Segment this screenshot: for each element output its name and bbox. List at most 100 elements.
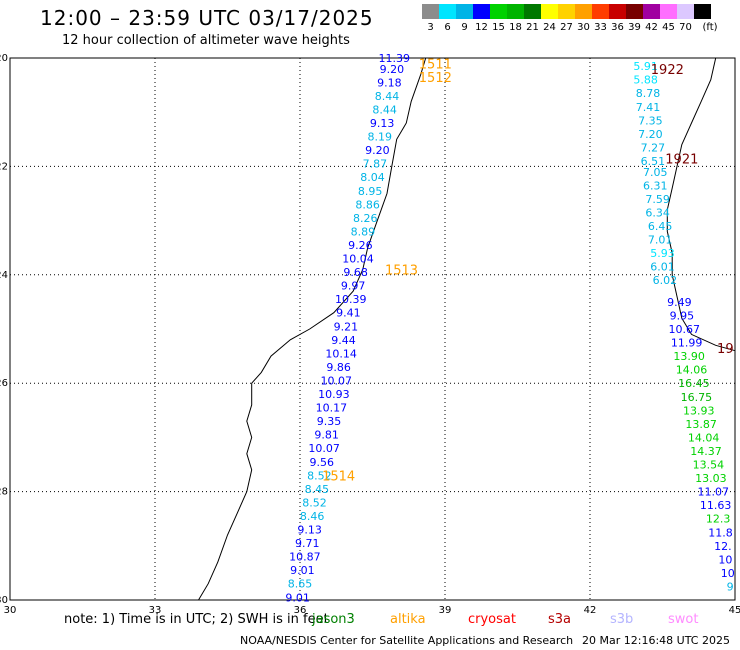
chart-subtitle: 12 hour collection of altimeter wave hei… bbox=[62, 33, 350, 48]
footer-note: note: 1) Time is in UTC; 2) SWH is in fe… bbox=[64, 612, 329, 627]
wave-height-label: 11.07 bbox=[698, 486, 730, 499]
scale-label: 21 bbox=[526, 22, 539, 33]
wave-height-label: 9.86 bbox=[326, 361, 351, 374]
x-tick-label: 42 bbox=[584, 605, 597, 616]
wave-height-label: 13.03 bbox=[695, 472, 727, 485]
wave-height-label: 14.06 bbox=[676, 364, 708, 377]
coastline-mozambique bbox=[198, 57, 427, 601]
wave-height-label: 10.17 bbox=[316, 402, 348, 415]
scale-label: 45 bbox=[662, 22, 675, 33]
wave-height-label: 9.13 bbox=[297, 524, 322, 537]
scale-label: 70 bbox=[679, 22, 692, 33]
scale-swatch bbox=[541, 4, 558, 19]
wave-height-label: 9.26 bbox=[348, 239, 373, 252]
scale-label: 24 bbox=[543, 22, 556, 33]
satellite-legend-s3a: s3a bbox=[548, 612, 572, 627]
y-tick-label: -20 bbox=[0, 53, 8, 64]
wave-height-label: 7.35 bbox=[638, 114, 663, 127]
wave-height-label: 8.89 bbox=[351, 225, 376, 238]
scale-swatch bbox=[422, 4, 439, 19]
wave-height-label: 13.54 bbox=[693, 459, 725, 472]
wave-height-label: 9.35 bbox=[317, 415, 342, 428]
scale-swatch bbox=[439, 4, 456, 19]
wave-height-label: 8.86 bbox=[355, 198, 380, 211]
wave-height-label: 10.39 bbox=[335, 293, 367, 306]
track-label: 1513 bbox=[385, 263, 418, 278]
wave-height-label: 5.93 bbox=[650, 247, 675, 260]
scale-label: 15 bbox=[492, 22, 505, 33]
wave-height-label: 9.20 bbox=[365, 144, 390, 157]
wave-height-label: 13.90 bbox=[673, 350, 705, 363]
wave-height-label: 12.3 bbox=[706, 513, 731, 526]
scale-label: 9 bbox=[461, 22, 468, 33]
wave-height-label: 9.18 bbox=[377, 76, 402, 89]
scale-label: 12 bbox=[475, 22, 488, 33]
wave-height-label: 10.87 bbox=[289, 551, 321, 564]
wave-height-label: 7.59 bbox=[645, 193, 670, 206]
wave-height-label: 9.56 bbox=[310, 456, 335, 469]
scale-swatch bbox=[694, 4, 711, 19]
generation-timestamp: 20 Mar 12:16:48 UTC 2025 bbox=[582, 634, 730, 647]
wave-height-label: 11.99 bbox=[671, 337, 703, 350]
wave-height-label: 6.51 bbox=[641, 155, 666, 168]
wave-height-label: 10.04 bbox=[342, 253, 374, 266]
wave-height-label: 9.20 bbox=[380, 63, 405, 76]
wave-height-label: 9.21 bbox=[334, 320, 359, 333]
wave-height-label: 8.44 bbox=[375, 90, 400, 103]
wave-height-label: 5.88 bbox=[633, 74, 658, 87]
wave-height-label: 13.87 bbox=[685, 418, 717, 431]
wave-height-label: 10 bbox=[718, 553, 732, 566]
scale-swatch bbox=[677, 4, 694, 19]
wave-height-label: 8.52 bbox=[307, 469, 332, 482]
wave-height-label: 10.07 bbox=[308, 442, 340, 455]
scale-label: 33 bbox=[594, 22, 607, 33]
wave-height-label: 7.20 bbox=[638, 128, 663, 141]
wave-height-label: 6.01 bbox=[650, 261, 675, 274]
scale-label: 42 bbox=[645, 22, 658, 33]
wave-height-label: 10.14 bbox=[325, 347, 357, 360]
wave-height-label: 9.81 bbox=[314, 429, 339, 442]
y-tick-label: -24 bbox=[0, 270, 8, 281]
wave-height-label: 7.27 bbox=[641, 141, 666, 154]
wave-height-label: 16.75 bbox=[681, 391, 713, 404]
wave-height-label: 8.65 bbox=[288, 578, 313, 591]
wave-height-label: 9.95 bbox=[670, 309, 695, 322]
scale-label: 27 bbox=[560, 22, 573, 33]
satellite-legend-jason3: jason3 bbox=[312, 612, 355, 627]
wave-height-label: 11.63 bbox=[700, 499, 732, 512]
wave-height-label: 16.45 bbox=[678, 377, 710, 390]
wave-height-label: 14.37 bbox=[690, 445, 722, 458]
scale-swatch bbox=[609, 4, 626, 19]
satellite-legend-cryosat: cryosat bbox=[468, 612, 516, 627]
satellite-legend-swot: swot bbox=[668, 612, 699, 627]
wave-height-label: 8.95 bbox=[358, 185, 383, 198]
wave-height-label: 9.71 bbox=[295, 537, 320, 550]
track-label: 19 bbox=[717, 342, 734, 357]
x-tick-label: 36 bbox=[294, 605, 307, 616]
scale-swatch bbox=[643, 4, 660, 19]
wave-height-label: 9.44 bbox=[331, 334, 356, 347]
scale-label: 3 bbox=[427, 22, 434, 33]
scale-swatch bbox=[490, 4, 507, 19]
wave-height-label: 9.97 bbox=[341, 280, 366, 293]
scale-swatch bbox=[575, 4, 592, 19]
scale-swatch bbox=[558, 4, 575, 19]
track-label: 1514 bbox=[322, 469, 355, 484]
chart-title: 12:00 – 23:59 UTC 03/17/2025 bbox=[40, 6, 374, 30]
wave-height-label: 14.04 bbox=[688, 431, 720, 444]
wave-height-label: 8.04 bbox=[360, 171, 385, 184]
x-tick-label: 45 bbox=[729, 605, 740, 616]
wave-height-label: 6.34 bbox=[645, 206, 670, 219]
wave-height-label: 7.05 bbox=[643, 166, 668, 179]
track-label: 1921 bbox=[665, 152, 698, 167]
wave-height-label: 9 bbox=[727, 580, 734, 593]
track-label: 1922 bbox=[651, 63, 684, 78]
wave-height-label: 11.39 bbox=[379, 52, 411, 65]
wave-height-label: 9.68 bbox=[343, 266, 368, 279]
scale-label: 6 bbox=[444, 22, 451, 33]
wave-height-label: 6.45 bbox=[648, 220, 673, 233]
scale-swatch bbox=[507, 4, 524, 19]
wave-height-label: 8.44 bbox=[372, 103, 397, 116]
wave-height-label: 9.01 bbox=[290, 564, 315, 577]
